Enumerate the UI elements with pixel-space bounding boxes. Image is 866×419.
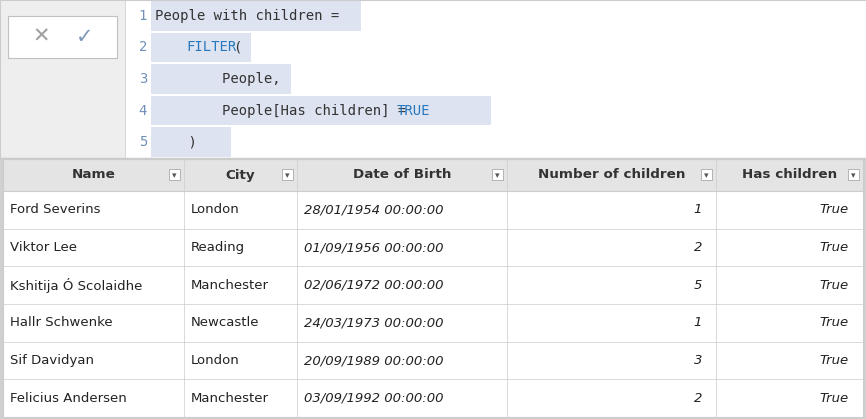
Text: 1: 1 — [694, 203, 702, 216]
Bar — [3, 159, 863, 417]
Text: True: True — [820, 279, 849, 292]
Text: (: ( — [233, 40, 242, 54]
Text: 02/06/1972 00:00:00: 02/06/1972 00:00:00 — [304, 279, 443, 292]
Bar — [282, 170, 294, 181]
Bar — [848, 170, 859, 181]
Text: True: True — [820, 354, 849, 367]
Text: 2: 2 — [139, 40, 147, 54]
Text: Manchester: Manchester — [191, 279, 269, 292]
Bar — [151, 33, 251, 62]
Text: ✕: ✕ — [32, 27, 49, 47]
Bar — [0, 0, 125, 158]
Text: Name: Name — [72, 168, 115, 181]
Text: 5: 5 — [139, 135, 147, 149]
Bar — [125, 0, 866, 158]
Bar — [3, 191, 863, 229]
Bar — [3, 229, 863, 266]
Text: London: London — [191, 354, 240, 367]
Text: People,: People, — [155, 72, 281, 86]
Text: ▾: ▾ — [851, 171, 856, 180]
Text: 3: 3 — [139, 72, 147, 86]
Text: True: True — [820, 241, 849, 254]
Bar — [0, 0, 866, 158]
Text: People[Has children] =: People[Has children] = — [155, 103, 415, 118]
Text: 03/09/1992 00:00:00: 03/09/1992 00:00:00 — [304, 392, 443, 405]
Bar — [3, 341, 863, 379]
Text: Newcastle: Newcastle — [191, 316, 260, 329]
Text: ✓: ✓ — [75, 27, 93, 47]
Text: 1: 1 — [139, 9, 147, 23]
Text: City: City — [226, 168, 255, 181]
Text: 1: 1 — [694, 316, 702, 329]
Text: ▾: ▾ — [494, 171, 500, 180]
Text: ▾: ▾ — [704, 171, 708, 180]
Text: London: London — [191, 203, 240, 216]
Bar — [8, 16, 117, 58]
Bar — [151, 1, 361, 31]
Bar — [151, 127, 231, 157]
Text: 28/01/1954 00:00:00: 28/01/1954 00:00:00 — [304, 203, 443, 216]
Text: 2: 2 — [694, 392, 702, 405]
Text: Date of Birth: Date of Birth — [352, 168, 451, 181]
Text: ): ) — [155, 135, 197, 149]
Text: Ford Severins: Ford Severins — [10, 203, 100, 216]
Text: ▾: ▾ — [286, 171, 290, 180]
Text: TRUE: TRUE — [397, 103, 430, 118]
Text: True: True — [820, 203, 849, 216]
Text: 2: 2 — [694, 241, 702, 254]
Text: Hallr Schwenke: Hallr Schwenke — [10, 316, 113, 329]
Text: Felicius Andersen: Felicius Andersen — [10, 392, 126, 405]
Bar — [151, 96, 491, 125]
Text: True: True — [820, 392, 849, 405]
Text: People with children =: People with children = — [155, 9, 339, 23]
Text: FILTER: FILTER — [186, 40, 236, 54]
Text: Reading: Reading — [191, 241, 245, 254]
Bar — [151, 64, 291, 94]
Bar — [3, 159, 863, 191]
Text: 3: 3 — [694, 354, 702, 367]
Text: Has children: Has children — [742, 168, 837, 181]
Text: True: True — [820, 316, 849, 329]
Bar — [701, 170, 712, 181]
Bar — [3, 266, 863, 304]
Text: 5: 5 — [694, 279, 702, 292]
Text: ▾: ▾ — [172, 171, 177, 180]
Text: Number of children: Number of children — [538, 168, 685, 181]
Text: 24/03/1973 00:00:00: 24/03/1973 00:00:00 — [304, 316, 443, 329]
Bar — [169, 170, 180, 181]
Text: Sif Davidyan: Sif Davidyan — [10, 354, 94, 367]
Text: Kshitija Ó Scolaidhe: Kshitija Ó Scolaidhe — [10, 278, 142, 292]
Text: 20/09/1989 00:00:00: 20/09/1989 00:00:00 — [304, 354, 443, 367]
Bar — [492, 170, 502, 181]
Text: 01/09/1956 00:00:00: 01/09/1956 00:00:00 — [304, 241, 443, 254]
Bar — [3, 304, 863, 341]
Text: Manchester: Manchester — [191, 392, 269, 405]
Text: 4: 4 — [139, 103, 147, 118]
Bar — [3, 379, 863, 417]
Text: Viktor Lee: Viktor Lee — [10, 241, 77, 254]
